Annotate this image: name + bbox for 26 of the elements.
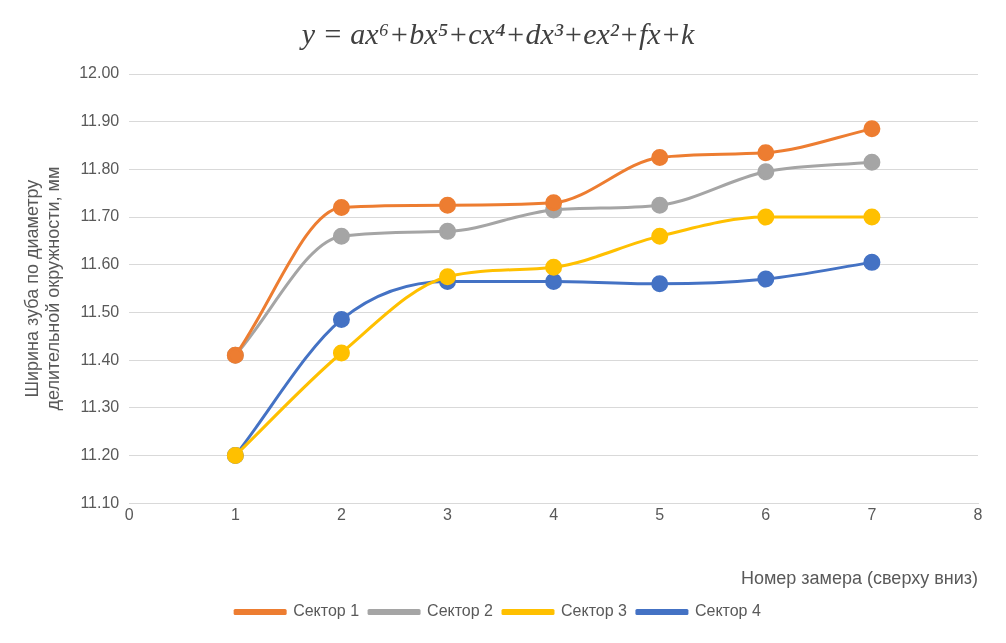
y-tick-label: 11.90 bbox=[80, 112, 120, 130]
x-tick-label: 3 bbox=[443, 506, 453, 524]
chart-title: y = ax⁶+bx⁵+cx⁴+dx³+ex²+fx+k bbox=[298, 16, 695, 50]
y-tick-label: 12.00 bbox=[79, 64, 120, 82]
legend-label: Сектор 2 bbox=[427, 602, 494, 620]
x-tick-label: 0 bbox=[124, 506, 134, 524]
y-tick-label: 11.70 bbox=[80, 207, 120, 225]
y-axis-title: Ширина зуба по диаметру делительной окружности, мм bbox=[21, 166, 64, 411]
y-tick-label: 11.50 bbox=[80, 302, 120, 320]
y-tick-label: 11.20 bbox=[80, 445, 120, 463]
legend-label: Сектор 1 bbox=[293, 602, 360, 620]
y-tick-label: 11.40 bbox=[80, 350, 120, 368]
legend-label: Сектор 3 bbox=[561, 602, 628, 620]
x-tick-label: 8 bbox=[973, 506, 983, 524]
x-tick-label: 6 bbox=[761, 506, 771, 524]
legend-label: Сектор 4 bbox=[694, 602, 761, 620]
x-axis-title: Номер замера (сверху вниз) bbox=[740, 568, 978, 589]
x-tick-label: 2 bbox=[336, 506, 346, 524]
y-tick-label: 11.30 bbox=[80, 398, 120, 416]
y-tick-label: 11.80 bbox=[80, 159, 120, 177]
y-tick-label: 11.60 bbox=[80, 255, 120, 273]
y-tick-label: 11.10 bbox=[80, 493, 120, 511]
x-tick-label: 1 bbox=[230, 506, 240, 524]
x-tick-label: 7 bbox=[867, 506, 877, 524]
x-tick-label: 5 bbox=[655, 506, 665, 524]
x-tick-label: 4 bbox=[549, 506, 559, 524]
